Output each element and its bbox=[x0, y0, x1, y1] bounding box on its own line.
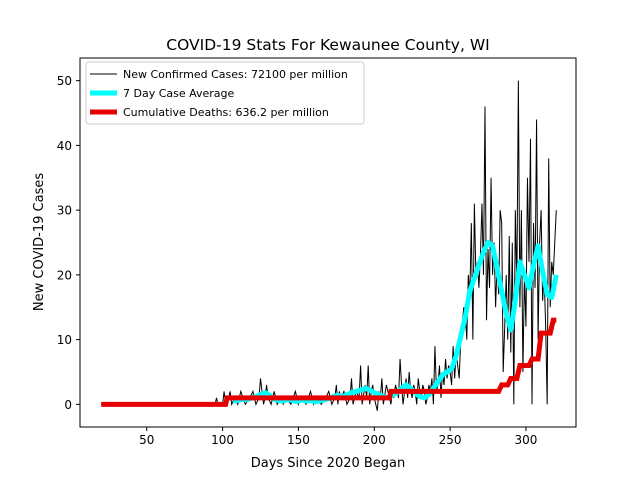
y-tick-label: 30 bbox=[57, 204, 72, 218]
series-layer bbox=[101, 80, 559, 411]
x-tick-label: 50 bbox=[139, 433, 154, 447]
series-line-cumulative-deaths bbox=[101, 317, 557, 407]
y-axis-ticks: 0 10 20 30 40 50 bbox=[57, 74, 80, 412]
y-tick-label: 40 bbox=[57, 139, 72, 153]
legend-frame bbox=[85, 61, 365, 125]
x-tick-label: 100 bbox=[211, 433, 234, 447]
chart-title: COVID-19 Stats For Kewaunee County, WI bbox=[166, 36, 489, 54]
x-axis-label: Days Since 2020 Began bbox=[251, 456, 406, 471]
y-tick-label: 50 bbox=[57, 74, 72, 88]
y-tick-label: 20 bbox=[57, 268, 72, 282]
x-tick-label: 150 bbox=[287, 433, 310, 447]
x-tick-label: 300 bbox=[514, 433, 537, 447]
y-tick-label: 0 bbox=[64, 398, 72, 412]
plot-frame bbox=[79, 57, 577, 428]
x-tick-label: 200 bbox=[363, 433, 386, 447]
y-tick-label: 10 bbox=[57, 333, 72, 347]
legend-label-7-day-average: 7 Day Case Average bbox=[123, 87, 235, 100]
legend-label-new-cases: New Confirmed Cases: 72100 per million bbox=[123, 68, 348, 81]
series-line-new-confirmed-cases bbox=[101, 80, 557, 411]
plot-area bbox=[101, 80, 559, 411]
chart-legend: New Confirmed Cases: 72100 per million 7… bbox=[85, 61, 365, 125]
y-axis-label: New COVID-19 Cases bbox=[32, 173, 47, 311]
x-tick-label: 250 bbox=[439, 433, 462, 447]
x-axis-ticks: 50 100 150 200 250 300 bbox=[139, 427, 537, 447]
legend-label-cumulative-deaths: Cumulative Deaths: 636.2 per million bbox=[123, 106, 329, 119]
